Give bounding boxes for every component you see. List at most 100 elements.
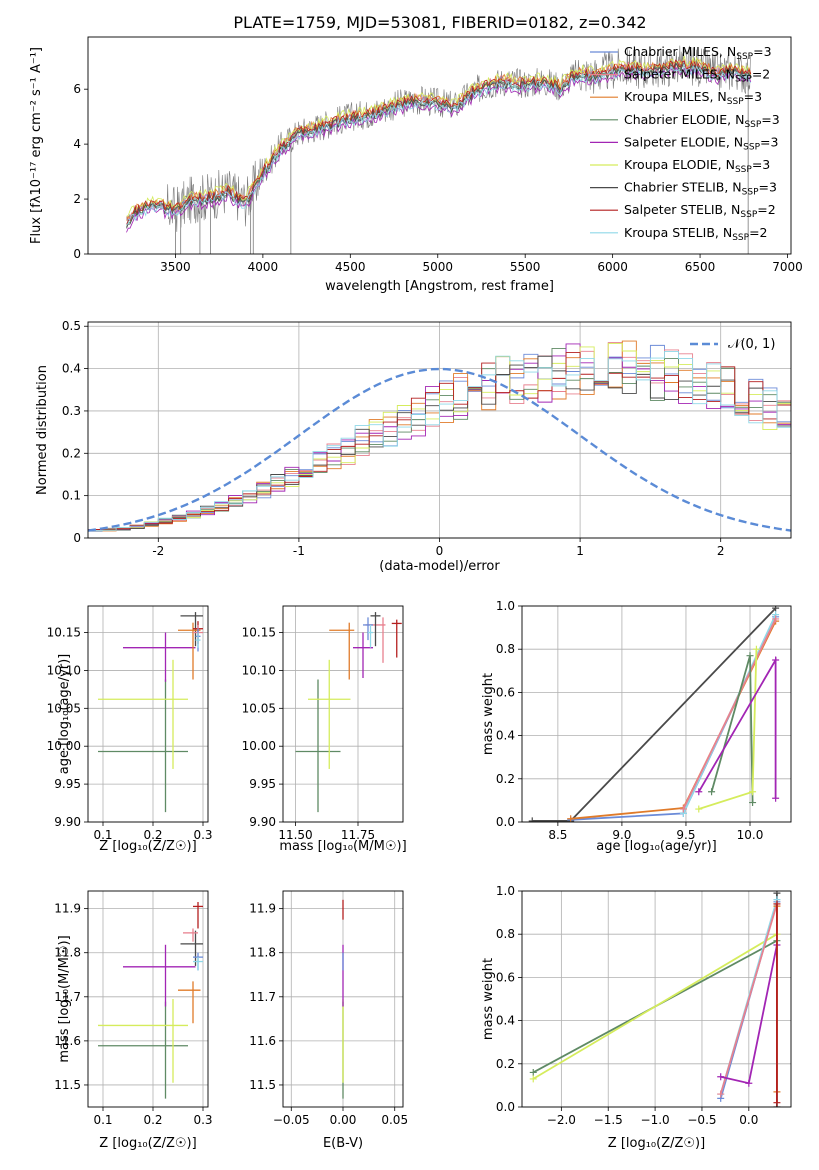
x-tick-label: 0 [436, 544, 444, 558]
legend-label: Chabrier MILES, NSSP=3 [624, 44, 772, 62]
series-marker [773, 891, 781, 897]
y-tick-label: 11.6 [54, 1034, 81, 1048]
panel-spectrum: 3500 4000 4500 5000 5500 6000 6500 7000 0 2 4 6 wave… [29, 36, 803, 294]
x-tick-label: 11.50 [278, 828, 312, 842]
y-tick-label: 1.0 [496, 884, 515, 898]
y-tick-label: 0.2 [62, 446, 81, 460]
y-tick-label: 11.9 [54, 902, 81, 916]
hist-step-kroupa-elodie [88, 342, 791, 531]
legend-tail: =2 [752, 67, 770, 82]
x-tick-label: 4000 [248, 260, 279, 274]
errorbar-chabrier-stelib [370, 612, 381, 647]
series-line [698, 656, 777, 799]
x-axis-label: Z [log₁₀(Z/Z☉)] [99, 839, 196, 854]
x-tick-label: 0.1 [93, 1113, 112, 1127]
series-line [682, 618, 777, 810]
legend-label: Kroupa ELODIE, NSSP=3 [624, 157, 770, 175]
hist-step-salpeter-elodie [88, 343, 791, 532]
errorbar-chabrier-miles [363, 617, 373, 641]
x-tick-label: 10.0 [737, 828, 764, 842]
series-marker [529, 1075, 537, 1083]
y-axis-label: Normed distribution [35, 365, 50, 495]
legend-label: Salpeter MILES, NSSP=2 [624, 67, 770, 85]
y-tick-label: 0.6 [496, 685, 515, 699]
errorbar-salpeter-elodie [123, 632, 196, 682]
legend-subscript: SSP [736, 52, 753, 62]
x-tick-label: 0.1 [93, 828, 112, 842]
series-marker [567, 815, 575, 822]
series-marker [772, 615, 780, 623]
x-tick-label: 0.05 [381, 1113, 408, 1127]
y-tick-label: 10.15 [47, 626, 81, 640]
axes-frame [87, 321, 792, 539]
y-tick-label: 0.0 [496, 815, 515, 829]
x-tick-label: 9.5 [676, 828, 695, 842]
x-tick-label: 4500 [335, 260, 366, 274]
y-tick-label: 2 [73, 192, 81, 206]
errorbar-chabrier-elodie [98, 1001, 188, 1099]
panel-age_weight: 8.5 9.0 9.5 10.0 0.0 0.2 0.4 0.6 0.8 1.0 age [log₁… [481, 599, 792, 854]
y-tick-label: 1.0 [496, 599, 515, 613]
y-tick-label: 11.7 [54, 990, 81, 1004]
legend-label: Chabrier STELIB, NSSP=3 [624, 180, 777, 198]
x-tick-label: 0.3 [193, 1113, 212, 1127]
y-tick-label: 0.1 [62, 489, 81, 503]
x-tick-label: −0.5 [687, 1113, 716, 1127]
panel-residual_hist: -2 -1 0 1 2 0 0.1 0.2 0.3 0.4 0.5 (data-model)/erro… [35, 319, 792, 574]
legend-tail: =3 [760, 134, 778, 149]
y-tick-label: 0.3 [62, 404, 81, 418]
x-tick-label: 11.75 [341, 828, 375, 842]
errorbar-kroupa-stelib [195, 632, 201, 648]
plot-area [98, 902, 203, 1099]
x-tick-label: 0.00 [330, 1113, 357, 1127]
y-tick-label: 0.2 [496, 1057, 515, 1071]
x-tick-label: 5500 [510, 260, 541, 274]
legend-subscript: SSP [740, 210, 757, 220]
y-tick-label: 10.05 [47, 701, 81, 715]
legend-tail: =3 [752, 157, 770, 172]
y-tick-label: 10.10 [47, 663, 81, 677]
series-marker [529, 1068, 537, 1076]
figure-title: PLATE=1759, MJD=53081, FIBERID=0182, z=0… [233, 13, 646, 32]
y-tick-label: 9.95 [54, 777, 81, 791]
y-tick-label: 4 [73, 137, 81, 151]
axes-frame [282, 605, 404, 823]
plot-area [295, 612, 402, 813]
x-tick-label: 7000 [772, 260, 803, 274]
series-marker [772, 656, 780, 664]
series-salpeter-elodie [695, 656, 780, 802]
errorbar-salpeter-stelib [193, 902, 203, 929]
plot-area [98, 612, 203, 813]
y-tick-label: 0.4 [62, 362, 81, 376]
legend-tail: =2 [749, 225, 767, 240]
y-tick-label: 0 [73, 531, 81, 545]
y-tick-label: 10.00 [242, 739, 276, 753]
x-axis-label: (data-model)/error [379, 559, 500, 574]
x-axis-label: Z [log₁₀(Z/Z☉)] [608, 1136, 705, 1151]
series-marker [695, 788, 703, 796]
x-tick-label: 0.3 [193, 828, 212, 842]
errorbar-kroupa-stelib [368, 624, 373, 648]
legend-label: Chabrier ELODIE, NSSP=3 [624, 112, 780, 130]
x-tick-label: 0.0 [739, 1113, 758, 1127]
model-line-kroupa-stelib [126, 64, 752, 225]
x-tick-label: −1.0 [641, 1113, 670, 1127]
y-axis-label: mass [log₁₀(M/M☉)] [57, 935, 72, 1062]
legend: 𝒩(0, 1) [690, 337, 775, 352]
errorbar-kroupa-stelib [193, 957, 203, 971]
x-axis-label: wavelength [Angstrom, rest frame] [325, 279, 554, 294]
x-tick-label: 3500 [160, 260, 191, 274]
legend-subscript: SSP [735, 165, 752, 175]
axes-frame [87, 36, 792, 255]
hist-step-chabrier-stelib [88, 355, 791, 532]
y-tick-label: 11.6 [249, 1034, 276, 1048]
legend-tail: =3 [753, 44, 771, 59]
x-tick-label: 1 [576, 544, 584, 558]
series-marker [772, 794, 780, 802]
plots-layer: 3500 4000 4500 5000 5500 6000 6500 7000 0 2 4 6 wave… [29, 36, 803, 1151]
plot-area [528, 606, 780, 822]
series-marker [749, 788, 757, 796]
legend-tail: =3 [761, 112, 779, 127]
y-axis-label: mass weight [481, 958, 496, 1040]
series-line [532, 933, 778, 1080]
